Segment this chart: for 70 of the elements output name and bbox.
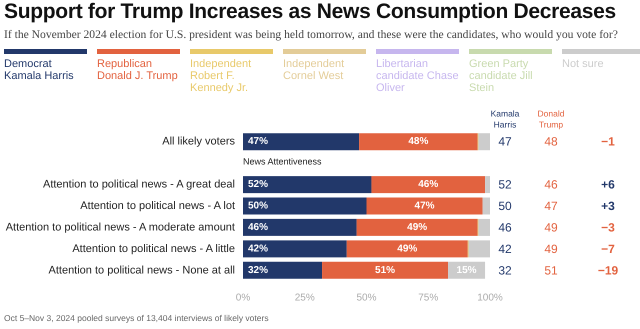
text: 48	[544, 134, 558, 149]
y-tick-label: Attention to political news - A great deal	[42, 178, 235, 191]
x-tick-label: 25%	[294, 292, 315, 304]
legend-label: Libertarian candidate Chase Oliver	[376, 58, 459, 94]
data-label: 46%	[248, 222, 268, 233]
text: Donald Trump	[538, 108, 565, 130]
data-label: 42%	[248, 243, 268, 254]
text: 52	[498, 178, 512, 192]
text: 32	[498, 263, 512, 278]
bar	[468, 240, 490, 258]
data-label: 50%	[248, 200, 268, 212]
y-tick-label: Attention to political news - A little	[72, 242, 235, 255]
bar	[243, 262, 322, 279]
text: 49	[544, 242, 558, 256]
legend-label: Green Party candidate Jill Stein	[469, 58, 534, 94]
legend-label: Independent Cornel West	[283, 58, 346, 82]
bar	[482, 198, 490, 214]
annotation: News Attentiveness	[243, 156, 322, 167]
data-label: 51%	[375, 264, 396, 276]
text: 50	[498, 199, 512, 213]
data-label: 47%	[414, 200, 435, 212]
bar	[346, 240, 468, 258]
text: Oct 5–Nov 3, 2024 pooled surveys of 13,404 interviews of likely voters	[4, 313, 269, 323]
bar	[359, 133, 478, 150]
text: 46	[498, 220, 512, 234]
text: 49	[544, 220, 558, 234]
text: Independent Robert F. Kennedy Jr.	[190, 58, 252, 94]
y-tick-label: Attention to political news - A moderate amount	[6, 221, 235, 234]
chart-title: Support for Trump Increases as News Consumption Decreases	[4, 0, 616, 24]
x-tick-label: 75%	[418, 292, 438, 304]
x-tick-label: 0%	[236, 292, 250, 304]
bar	[243, 240, 347, 258]
bar	[243, 218, 357, 236]
text: 47	[498, 134, 512, 149]
y-tick-label: Attention to political news - None at all	[48, 264, 235, 276]
data-label: 52%	[248, 179, 268, 190]
data-label: 46%	[418, 179, 438, 190]
chart-subtitle: If the November 2024 election for U.S. president was being held tomorrow, and these were the candidates, who would you vote for?	[4, 28, 618, 41]
bar	[366, 198, 483, 214]
text: 51	[544, 263, 558, 278]
bar	[243, 133, 360, 150]
y-tick-label: Attention to political news - A lot	[80, 200, 235, 212]
bar	[322, 262, 448, 279]
data-label: 47%	[248, 136, 268, 148]
bar	[371, 176, 486, 194]
x-tick-label: 100%	[477, 292, 503, 304]
text: −1	[601, 134, 616, 149]
bar	[356, 218, 478, 236]
text: Kamala Harris	[490, 108, 520, 130]
text: 42	[498, 242, 512, 256]
text: Republican Donald J. Trump	[97, 58, 179, 82]
data-label: 48%	[408, 136, 428, 148]
bar	[478, 218, 490, 236]
bar	[478, 133, 490, 150]
data-label: 32%	[248, 264, 268, 276]
data-label: 49%	[397, 243, 418, 254]
text: Democrat Kamala Harris	[4, 58, 75, 82]
text: −3	[601, 220, 616, 234]
y-tick-label: All likely voters	[162, 136, 236, 148]
text: +3	[601, 199, 616, 213]
text: +6	[601, 178, 616, 192]
text: 47	[544, 199, 558, 213]
text: 46	[544, 178, 558, 192]
text: −19	[598, 263, 618, 278]
x-tick-label: 50%	[356, 292, 377, 304]
text: −7	[601, 242, 616, 256]
data-label: 49%	[407, 222, 428, 233]
bar	[485, 176, 490, 194]
bar	[243, 198, 366, 214]
bar	[243, 176, 372, 194]
